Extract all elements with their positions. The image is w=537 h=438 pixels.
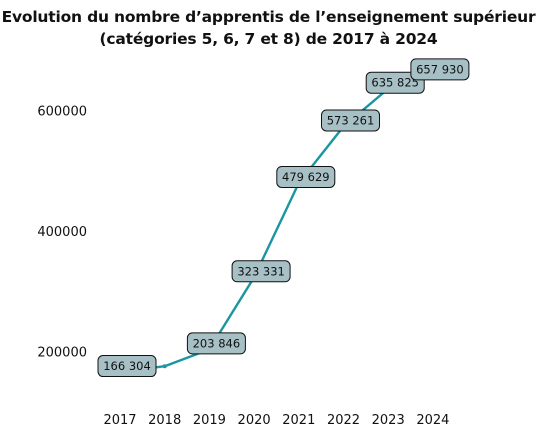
x-tick-label: 2024 <box>416 413 449 428</box>
data-label: 323 331 <box>231 260 291 283</box>
data-label-box <box>365 71 425 94</box>
data-label: 203 846 <box>186 332 246 355</box>
series-line <box>118 73 435 375</box>
data-label: 657 930 <box>410 58 470 81</box>
chart-title: Evolution du nombre d’apprentis de l’ens… <box>0 6 537 50</box>
data-label-box <box>321 109 380 132</box>
data-label: 573 261 <box>321 109 380 132</box>
y-tick-label: 200000 <box>37 346 87 361</box>
data-label-text: 657 930 <box>416 62 464 76</box>
data-label-box <box>231 260 291 283</box>
series-path <box>119 74 434 374</box>
x-tick-label: 2023 <box>372 413 405 428</box>
data-label-box <box>186 332 246 355</box>
data-label-text: 573 261 <box>327 113 375 127</box>
data-label-text: 479 629 <box>282 170 330 184</box>
y-axis: 200000 400000 600000 <box>37 104 87 360</box>
data-label-box <box>97 355 157 378</box>
data-label: 479 629 <box>276 165 336 188</box>
x-axis: 2017 2018 2019 2020 2021 2022 2023 2024 <box>103 413 449 428</box>
data-label: 166 304 <box>97 355 157 378</box>
y-tick-label: 400000 <box>37 225 87 240</box>
data-label: 635 825 <box>365 71 425 94</box>
x-tick-label: 2022 <box>327 413 360 428</box>
data-label-box <box>410 58 470 81</box>
data-labels: 166 304 203 846 323 331 479 629 573 261 635 8… <box>97 58 470 378</box>
data-label-text: 166 304 <box>103 359 151 373</box>
x-tick-label: 2021 <box>282 413 315 428</box>
x-tick-label: 2019 <box>193 413 226 428</box>
chart-title-line-1: Evolution du nombre d’apprentis de l’ens… <box>1 8 536 26</box>
x-tick-label: 2017 <box>103 413 136 428</box>
y-tick-label: 600000 <box>37 104 87 119</box>
chart-title-line-2: (catégories 5, 6, 7 et 8) de 2017 à 2024 <box>99 30 438 48</box>
data-label-text: 203 846 <box>193 336 241 350</box>
data-point <box>162 364 167 369</box>
data-label-box <box>276 165 336 188</box>
x-tick-label: 2018 <box>148 413 181 428</box>
x-tick-label: 2020 <box>238 413 271 428</box>
data-label-text: 635 825 <box>371 76 419 90</box>
data-label-text: 323 331 <box>237 264 285 278</box>
